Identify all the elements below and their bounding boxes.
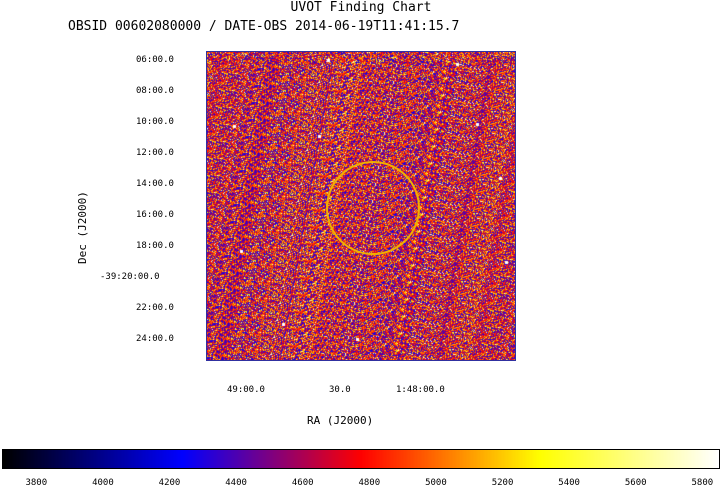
y-tick-label: 22:00.0 bbox=[136, 303, 174, 313]
y-axis-label: Dec (J2000) bbox=[76, 191, 89, 264]
colorbar-tick-label: 4800 bbox=[358, 478, 381, 488]
colorbar-tick-label: 5000 bbox=[425, 478, 447, 488]
colorbar-tick-label: 5200 bbox=[491, 478, 514, 488]
y-tick-label: 18:00.0 bbox=[136, 241, 174, 251]
colorbar-tick-label: 5400 bbox=[558, 478, 580, 488]
chart-subtitle: OBSID 00602080000 / DATE-OBS 2014-06-19T… bbox=[68, 19, 460, 34]
x-tick-label: 49:00.0 bbox=[227, 385, 265, 395]
colorbar bbox=[2, 449, 720, 469]
y-tick-label: 08:00.0 bbox=[136, 86, 174, 96]
y-tick-label: -39:20:00.0 bbox=[100, 272, 160, 282]
colorbar-tick-label: 3800 bbox=[25, 478, 48, 488]
target-circle bbox=[326, 161, 420, 255]
sky-image-pixels bbox=[207, 52, 515, 360]
x-tick-label: 30.0 bbox=[329, 385, 351, 395]
y-tick-label: 14:00.0 bbox=[136, 179, 174, 189]
colorbar-gradient bbox=[3, 450, 719, 468]
colorbar-tick-label: 4200 bbox=[158, 478, 181, 488]
y-tick-label: 24:00.0 bbox=[136, 334, 174, 344]
y-tick-label: 12:00.0 bbox=[136, 148, 174, 158]
colorbar-tick-label: 5800 bbox=[691, 478, 714, 488]
x-tick-label: 1:48:00.0 bbox=[396, 385, 445, 395]
colorbar-tick-label: 4000 bbox=[92, 478, 114, 488]
x-axis-label: RA (J2000) bbox=[307, 414, 374, 427]
y-tick-label: 16:00.0 bbox=[136, 210, 174, 220]
y-tick-label: 10:00.0 bbox=[136, 117, 174, 127]
chart-title: UVOT Finding Chart bbox=[290, 0, 432, 15]
target-overlay bbox=[326, 161, 420, 255]
y-tick-label: 06:00.0 bbox=[136, 55, 174, 65]
sky-image bbox=[206, 51, 516, 361]
colorbar-tick-label: 4600 bbox=[291, 478, 314, 488]
colorbar-tick-label: 5600 bbox=[624, 478, 647, 488]
colorbar-tick-label: 4400 bbox=[225, 478, 247, 488]
